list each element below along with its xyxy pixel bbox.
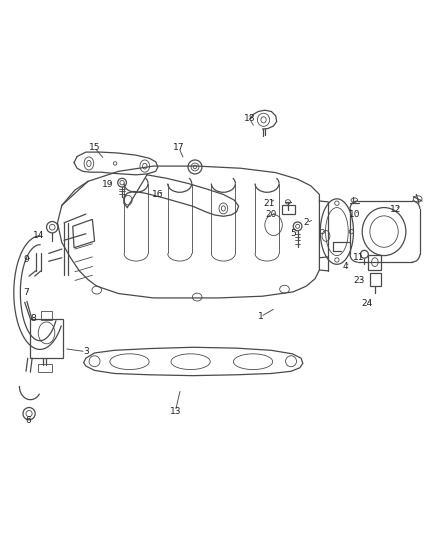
- Text: 9: 9: [23, 255, 29, 264]
- Text: 2: 2: [304, 219, 309, 228]
- Text: 23: 23: [353, 276, 364, 285]
- Text: 4: 4: [343, 262, 349, 271]
- Text: 10: 10: [349, 209, 360, 219]
- Text: 8: 8: [31, 314, 36, 324]
- Text: 11: 11: [353, 253, 364, 262]
- Text: 21: 21: [264, 199, 275, 208]
- Text: 5: 5: [290, 229, 296, 238]
- Text: 13: 13: [170, 407, 181, 416]
- Text: 19: 19: [102, 180, 113, 189]
- Text: 24: 24: [361, 299, 372, 308]
- Text: 3: 3: [83, 347, 89, 356]
- Text: 16: 16: [152, 190, 164, 199]
- Text: 6: 6: [25, 416, 31, 425]
- Text: 12: 12: [390, 205, 402, 214]
- Text: 14: 14: [33, 231, 45, 240]
- Bar: [38, 364, 52, 372]
- Bar: [370, 273, 381, 286]
- Text: 20: 20: [266, 211, 277, 220]
- Bar: [283, 205, 294, 214]
- Text: 15: 15: [89, 143, 100, 152]
- Bar: [41, 311, 52, 320]
- Text: 17: 17: [173, 143, 184, 152]
- Text: 7: 7: [23, 288, 29, 297]
- Bar: [368, 255, 381, 270]
- Text: 1: 1: [258, 312, 263, 321]
- Text: 18: 18: [244, 115, 255, 124]
- Bar: [30, 319, 63, 358]
